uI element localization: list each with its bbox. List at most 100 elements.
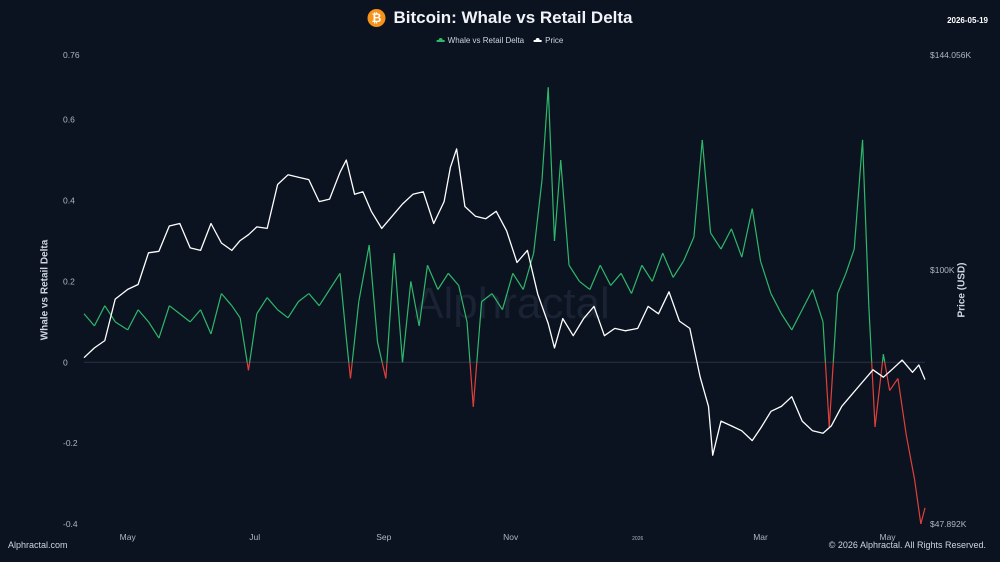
delta-line-segment: [239, 317, 248, 363]
watermark-text: Alphractal: [414, 279, 610, 328]
chart-title: Bitcoin: Whale vs Retail Delta: [393, 8, 633, 27]
delta-line-segment: [812, 289, 824, 323]
delta-line-segment: [83, 313, 95, 327]
delta-line-segment: [682, 236, 695, 262]
delta-line-segment: [386, 253, 395, 363]
delta-line-segment: [693, 139, 703, 237]
delta-line-segment: [837, 273, 847, 294]
delta-line-segment: [200, 309, 212, 335]
delta-line-segment: [426, 265, 439, 290]
delta-line-segment: [641, 264, 653, 282]
delta-line-segment: [437, 273, 449, 290]
footer-site: Alphractal.com: [8, 540, 68, 550]
y-tick-label: -0.4: [63, 519, 78, 529]
delta-line-segment: [913, 479, 922, 525]
legend-swatch-price: [534, 38, 543, 42]
delta-line-segment: [472, 362, 478, 407]
delta-line-segment: [148, 321, 160, 339]
delta-line-segment: [882, 354, 886, 363]
y2-tick-label: $144.056K: [930, 50, 971, 60]
delta-line-segment: [751, 208, 762, 262]
delta-line-segment: [579, 280, 591, 290]
delta-line-segment: [630, 265, 643, 294]
delta-line-segment: [720, 228, 732, 250]
chart-date: 2026-05-19: [947, 16, 988, 25]
delta-line-segment: [381, 362, 387, 379]
x-tick-label: Nov: [503, 532, 519, 542]
delta-line-segment: [780, 313, 793, 331]
delta-line-segment: [541, 87, 549, 181]
delta-line-segment: [308, 293, 320, 307]
delta-line-segment: [801, 289, 814, 310]
delta-line-segment: [114, 321, 129, 331]
delta-line-segment: [770, 293, 782, 315]
delta-line-segment: [277, 309, 289, 319]
legend-item-delta[interactable]: Whale vs Retail Delta: [436, 36, 524, 45]
y2-tick-label: $47.892K: [930, 519, 967, 529]
delta-line-segment: [127, 309, 139, 331]
delta-line-segment: [368, 244, 379, 343]
delta-line-segment: [158, 305, 170, 339]
right-axis-title: Price (USD): [956, 262, 968, 318]
y-tick-label: 0.2: [63, 276, 75, 286]
delta-line-segment: [553, 160, 562, 242]
delta-line-segment: [345, 337, 350, 363]
chart-legend: Whale vs Retail Delta Price: [436, 36, 563, 45]
x-tick-label: Sep: [376, 532, 391, 542]
delta-line-segment: [730, 228, 743, 258]
title-group: ₿ Bitcoin: Whale vs Retail Delta: [367, 8, 633, 28]
delta-line-segment: [318, 289, 331, 306]
delta-line-segment: [247, 362, 251, 371]
delta-line-segment: [589, 265, 601, 290]
delta-line-segment: [620, 273, 633, 294]
delta-line-segment: [491, 293, 503, 311]
x-tick-label: Jul: [249, 532, 260, 542]
delta-line-segment: [266, 297, 279, 311]
delta-line-segment: [874, 362, 884, 428]
delta-line-segment: [610, 272, 622, 286]
delta-line-segment: [861, 139, 870, 306]
legend-swatch-delta: [436, 38, 445, 42]
delta-line-segment: [672, 260, 685, 278]
delta-line-segment: [701, 139, 712, 233]
delta-line-segment: [599, 264, 612, 286]
delta-line-segment: [889, 378, 899, 391]
delta-line-segment: [884, 362, 891, 391]
delta-line-segment: [533, 180, 543, 254]
left-axis-title: Whale vs Retail Delta: [39, 239, 51, 341]
delta-line-segment: [868, 305, 873, 363]
x-tick-label: May: [879, 532, 896, 542]
delta-line-segment: [249, 313, 258, 363]
delta-line-segment: [210, 293, 222, 335]
bitcoin-icon: ₿: [367, 9, 386, 27]
legend-item-price[interactable]: Price: [534, 36, 563, 45]
y-tick-label: 0.4: [63, 196, 75, 206]
delta-line-segment: [828, 362, 834, 428]
delta-line-segment: [385, 362, 388, 379]
delta-line-segment: [469, 362, 474, 407]
x-tick-label: May: [120, 532, 137, 542]
delta-line-segment: [329, 273, 341, 290]
delta-line-segment: [481, 293, 493, 303]
y2-tick-label: $100K: [930, 265, 955, 275]
delta-line-segment: [710, 232, 722, 250]
delta-line-segment: [905, 434, 916, 480]
delta-line-segment: [137, 309, 149, 323]
delta-line-segment: [287, 301, 299, 319]
delta-line-segment: [759, 261, 772, 294]
delta-line-segment: [418, 265, 429, 326]
delta-line-segment: [547, 87, 556, 242]
delta-line-segment: [501, 273, 514, 310]
price-line: [83, 148, 926, 456]
delta-line-segment: [376, 341, 383, 363]
delta-line-segment: [358, 244, 370, 302]
delta-line-segment: [351, 301, 360, 363]
delta-line-segment: [822, 321, 826, 363]
delta-line-segment: [522, 252, 535, 290]
delta-line-segment: [920, 507, 926, 525]
delta-line-segment: [93, 305, 106, 327]
delta-line-segment: [568, 264, 580, 282]
delta-line-segment: [824, 362, 830, 428]
footer-copyright: © 2026 Alphractal. All Rights Reserved.: [828, 540, 986, 550]
